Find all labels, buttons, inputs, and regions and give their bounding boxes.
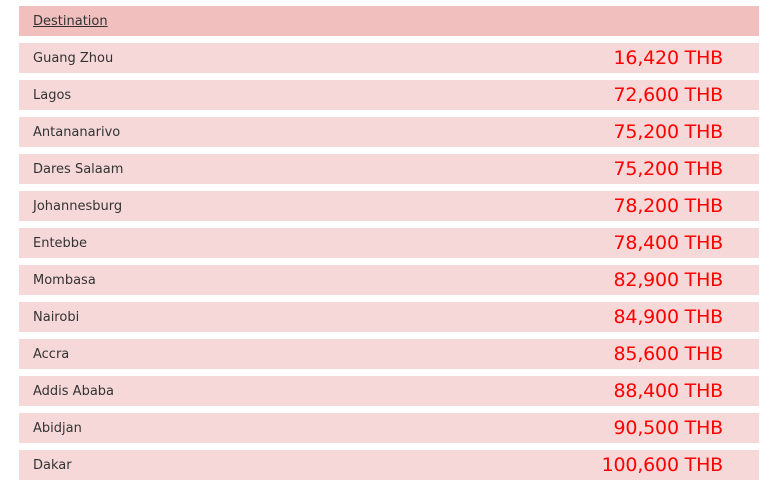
- fare-price: 84,900 THB: [613, 306, 724, 328]
- destination-name: Johannesburg: [33, 198, 123, 214]
- table-row[interactable]: Antananarivo 75,200 THB: [19, 117, 759, 147]
- table-row[interactable]: Accra 85,600 THB: [19, 339, 759, 369]
- table-row[interactable]: Entebbe 78,400 THB: [19, 228, 759, 258]
- table-row[interactable]: Lagos 72,600 THB: [19, 80, 759, 110]
- fare-price: 100,600 THB: [601, 454, 724, 476]
- fare-price: 78,200 THB: [613, 195, 724, 217]
- destination-name: Entebbe: [33, 235, 88, 251]
- destination-name: Addis Ababa: [33, 383, 115, 399]
- table-body: Guang Zhou 16,420 THB Lagos 72,600 THB Antan…: [19, 43, 759, 480]
- table-row[interactable]: Abidjan 90,500 THB: [19, 413, 759, 443]
- destination-name: Guang Zhou: [33, 50, 114, 66]
- destination-name: Dares Salaam: [33, 161, 124, 177]
- sort-by-destination-link[interactable]: Destination: [33, 13, 108, 29]
- table-row[interactable]: Johannesburg 78,200 THB: [19, 191, 759, 221]
- fare-price: 75,200 THB: [613, 121, 724, 143]
- destination-name: Accra: [33, 346, 70, 362]
- fare-price: 85,600 THB: [613, 343, 724, 365]
- destination-name: Lagos: [33, 87, 72, 103]
- table-row[interactable]: Mombasa 82,900 THB: [19, 265, 759, 295]
- table-header: Destination: [19, 6, 759, 36]
- fare-price: 82,900 THB: [613, 269, 724, 291]
- fare-price: 88,400 THB: [613, 380, 724, 402]
- destination-name: Antananarivo: [33, 124, 121, 140]
- destination-name: Nairobi: [33, 309, 80, 325]
- fare-price: 16,420 THB: [613, 47, 724, 69]
- destination-name: Mombasa: [33, 272, 96, 288]
- fare-table: Destination Guang Zhou 16,420 THB Lagos 72,…: [19, 6, 759, 487]
- destination-name: Dakar: [33, 457, 72, 473]
- fare-price: 75,200 THB: [613, 158, 724, 180]
- fare-price: 90,500 THB: [613, 417, 724, 439]
- table-row[interactable]: Nairobi 84,900 THB: [19, 302, 759, 332]
- table-row[interactable]: Guang Zhou 16,420 THB: [19, 43, 759, 73]
- table-row[interactable]: Addis Ababa 88,400 THB: [19, 376, 759, 406]
- table-row[interactable]: Dares Salaam 75,200 THB: [19, 154, 759, 184]
- table-row[interactable]: Dakar 100,600 THB: [19, 450, 759, 480]
- destination-name: Abidjan: [33, 420, 82, 436]
- fare-price: 78,400 THB: [613, 232, 724, 254]
- fare-price: 72,600 THB: [613, 84, 724, 106]
